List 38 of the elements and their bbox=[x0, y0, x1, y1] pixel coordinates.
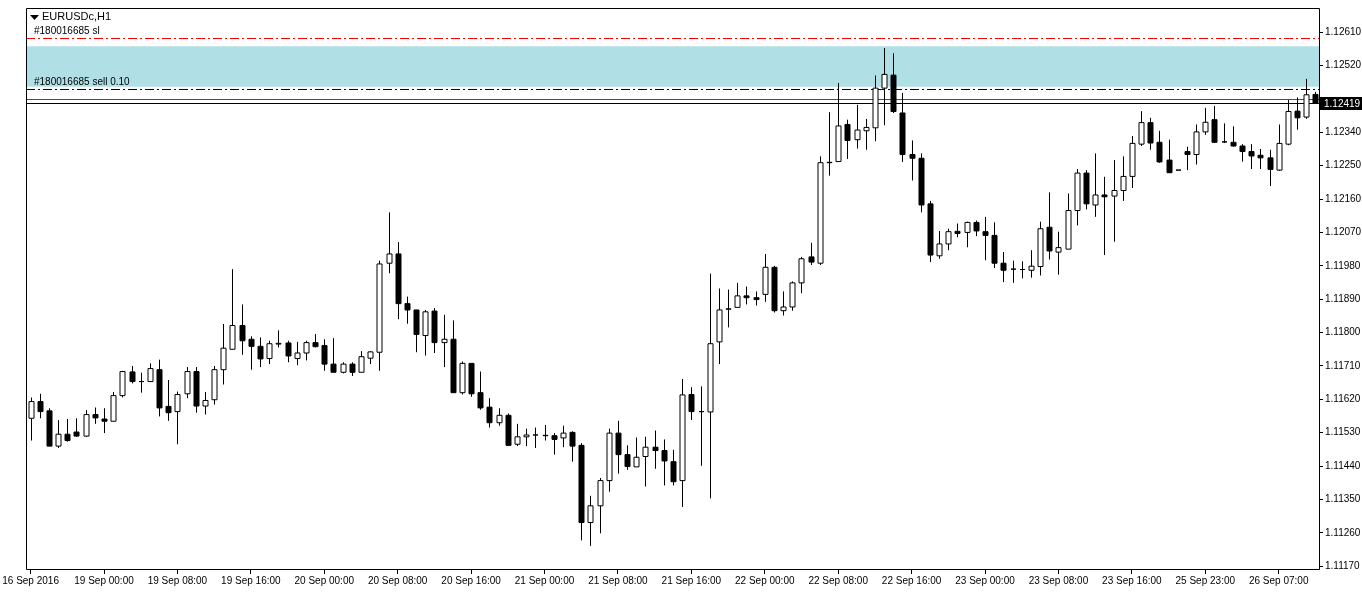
y-tick-label: 1.11620 bbox=[1325, 393, 1361, 405]
y-tick-label: 1.11260 bbox=[1325, 526, 1361, 538]
y-tick-label: 1.11170 bbox=[1325, 560, 1361, 572]
x-tick-label: 19 Sep 08:00 bbox=[147, 574, 208, 586]
x-tick-label: 26 Sep 07:00 bbox=[1248, 574, 1309, 586]
y-tick-label: 1.11350 bbox=[1325, 493, 1361, 505]
y-tick-label: 1.11980 bbox=[1325, 259, 1361, 271]
x-tick-label: 19 Sep 16:00 bbox=[221, 574, 282, 586]
ref-line-label: #180016685 sell 0.10 bbox=[34, 76, 131, 88]
x-tick-label: 22 Sep 00:00 bbox=[735, 574, 795, 586]
y-tick-label: 1.11800 bbox=[1325, 326, 1361, 338]
x-tick-label: 16 Sep 2016 bbox=[2, 574, 60, 586]
ref-line-label: #180016685 sl bbox=[34, 25, 100, 37]
ref-line-label: 1.12419 bbox=[1324, 97, 1361, 109]
x-tick-label: 21 Sep 00:00 bbox=[514, 574, 575, 586]
y-tick-label: 1.12610 bbox=[1325, 25, 1362, 37]
x-tick-label: 21 Sep 08:00 bbox=[588, 574, 649, 586]
x-tick-label: 22 Sep 08:00 bbox=[808, 574, 869, 586]
y-tick-label: 1.11440 bbox=[1325, 459, 1361, 471]
y-tick-label: 1.12160 bbox=[1325, 192, 1362, 204]
x-tick-label: 20 Sep 16:00 bbox=[441, 574, 502, 586]
x-tick-label: 23 Sep 08:00 bbox=[1028, 574, 1089, 586]
x-tick-label: 20 Sep 08:00 bbox=[367, 574, 428, 586]
y-tick-label: 1.11890 bbox=[1325, 292, 1361, 304]
x-tick-label: 22 Sep 16:00 bbox=[881, 574, 942, 586]
y-tick-label: 1.11710 bbox=[1325, 359, 1361, 371]
y-tick-label: 1.12070 bbox=[1325, 226, 1362, 238]
y-tick-label: 1.12340 bbox=[1325, 126, 1362, 138]
y-tick-label: 1.11530 bbox=[1325, 426, 1361, 438]
x-tick-label: 25 Sep 23:00 bbox=[1175, 574, 1236, 586]
x-tick-label: 21 Sep 16:00 bbox=[661, 574, 722, 586]
x-tick-label: 19 Sep 00:00 bbox=[74, 574, 135, 586]
x-tick-label: 23 Sep 16:00 bbox=[1102, 574, 1163, 586]
y-tick-label: 1.12520 bbox=[1325, 59, 1362, 71]
x-tick-label: 23 Sep 00:00 bbox=[955, 574, 1016, 586]
chart-title: EURUSDc,H1 bbox=[42, 10, 112, 23]
y-tick-label: 1.12250 bbox=[1325, 159, 1362, 171]
x-tick-label: 20 Sep 00:00 bbox=[294, 574, 355, 586]
